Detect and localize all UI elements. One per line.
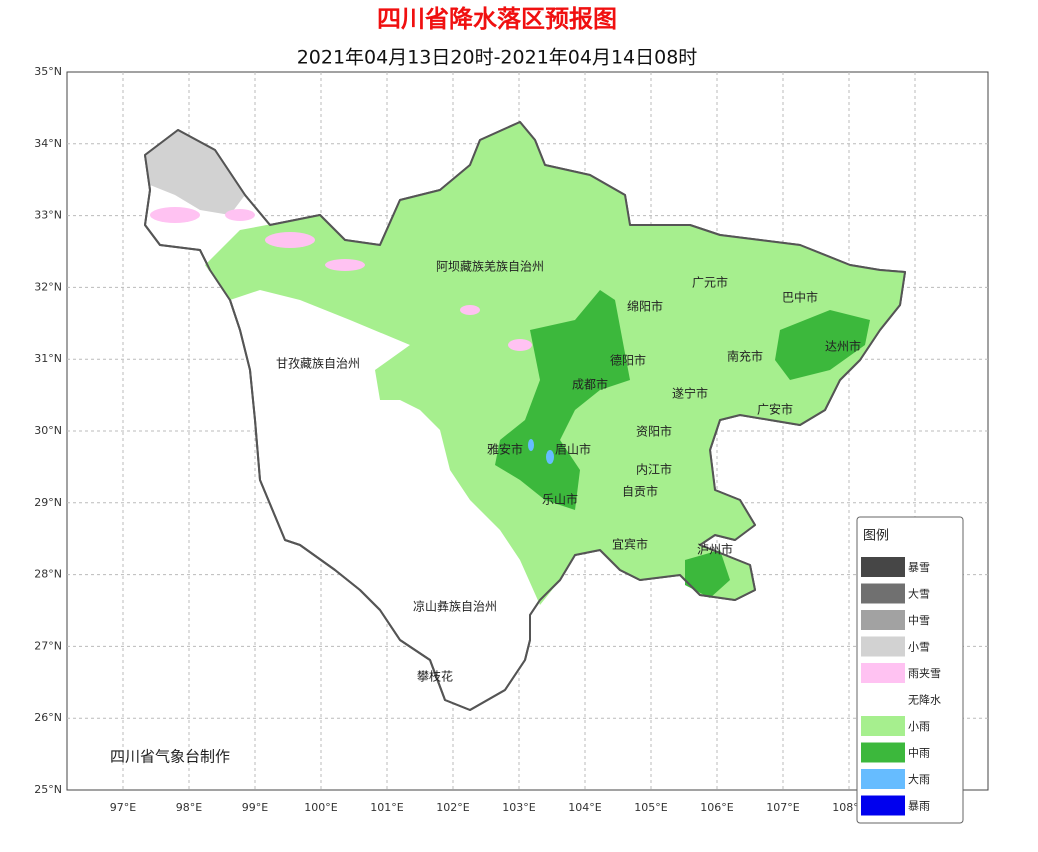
region-label: 广安市	[757, 402, 793, 417]
lon-label: 98°E	[176, 801, 202, 814]
legend-label: 雨夹雪	[908, 667, 941, 680]
legend-label: 大雨	[908, 772, 930, 786]
legend-title: 图例	[863, 529, 889, 544]
subtitle: 2021年04月13日20时-2021年04月14日08时	[297, 47, 698, 69]
lat-label: 30°N	[34, 424, 62, 437]
moderate-rain-area	[685, 550, 730, 598]
legend-swatch	[861, 557, 905, 577]
lon-label: 99°E	[242, 801, 268, 814]
region-label: 凉山彝族自治州	[413, 599, 497, 614]
title: 四川省降水落区预报图	[377, 5, 617, 33]
region-label: 资阳市	[636, 424, 672, 439]
sleet-patches	[150, 207, 532, 351]
grid: 35°N 34°N 33°N 32°N 31°N 30°N 29°N 28°N 27°N 26°N…	[34, 65, 988, 814]
legend-swatch	[861, 716, 905, 736]
region-label: 泸州市	[697, 542, 733, 557]
region-label: 雅安市	[487, 442, 523, 457]
legend-label: 小雪	[908, 641, 930, 654]
region-label: 乐山市	[542, 492, 578, 507]
lon-label: 97°E	[110, 801, 136, 814]
lon-label: 104°E	[568, 801, 601, 814]
legend-label: 小雨	[908, 720, 930, 733]
region-label: 成都市	[572, 377, 608, 392]
lon-label: 102°E	[436, 801, 469, 814]
legend-label: 中雪	[908, 614, 930, 627]
lat-label: 31°N	[34, 352, 62, 365]
region-label: 绵阳市	[627, 299, 663, 314]
legend-swatch	[861, 583, 905, 604]
lon-label: 100°E	[304, 801, 337, 814]
legend-swatch	[861, 742, 905, 763]
moderate-rain-area	[775, 310, 870, 380]
lat-label: 29°N	[34, 496, 62, 509]
lat-label: 32°N	[34, 280, 62, 293]
region-label: 遂宁市	[672, 386, 708, 401]
legend-swatch	[861, 610, 905, 630]
province	[144, 121, 906, 711]
legend-swatch	[861, 769, 905, 789]
region-label: 甘孜藏族自治州	[276, 357, 360, 371]
legend-swatch	[861, 689, 905, 710]
legend-swatch	[861, 636, 905, 657]
legend-label: 无降水	[908, 693, 941, 707]
legend-swatch	[861, 795, 905, 816]
region-label: 内江市	[636, 462, 672, 477]
legend-swatch	[861, 663, 905, 683]
lat-label: 33°N	[34, 209, 62, 222]
region-label: 宜宾市	[612, 537, 648, 552]
lat-label: 28°N	[34, 568, 62, 581]
lon-label: 106°E	[700, 801, 733, 814]
legend-label: 大雪	[908, 587, 930, 601]
region-label: 自贡市	[622, 484, 658, 499]
lat-label: 35°N	[34, 65, 62, 78]
sleet-area	[145, 130, 245, 215]
moderate-rain-area	[495, 290, 630, 510]
province-border	[144, 121, 906, 711]
heavy-rain-spot	[546, 450, 554, 464]
region-label: 南充市	[727, 349, 763, 364]
region-label: 眉山市	[555, 442, 591, 457]
region-label: 巴中市	[782, 290, 818, 305]
legend-label: 中雨	[908, 747, 930, 760]
region-label: 德阳市	[610, 353, 646, 368]
lon-label: 103°E	[502, 801, 535, 814]
lat-label: 26°N	[34, 711, 62, 724]
lon-label: 101°E	[370, 801, 403, 814]
lon-label: 107°E	[766, 801, 799, 814]
lat-label: 27°N	[34, 639, 62, 652]
region-label: 达州市	[825, 339, 861, 354]
heavy-rain-spot	[528, 439, 534, 451]
legend-label: 暴雪	[908, 561, 930, 574]
region-label: 阿坝藏族羌族自治州	[436, 260, 544, 274]
region-label: 广元市	[692, 275, 728, 290]
legend-label: 暴雨	[908, 800, 930, 813]
region-label: 攀枝花	[417, 669, 453, 684]
credit: 四川省气象台制作	[110, 748, 230, 766]
lat-label: 25°N	[34, 783, 62, 796]
lon-label: 105°E	[634, 801, 667, 814]
lat-label: 34°N	[34, 137, 62, 150]
